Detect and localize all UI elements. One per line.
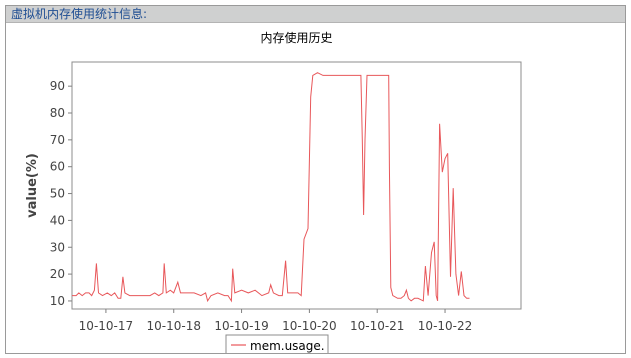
y-tick-label: 70 xyxy=(50,133,65,147)
x-tick-label: 10-10-21 xyxy=(350,319,404,333)
plot-area xyxy=(71,61,522,310)
x-tick-label: 10-10-20 xyxy=(282,319,336,333)
chart-container: 内存使用历史 10 20 30 40 50 60 70 80 90 10-10-17 10-10-18… xyxy=(6,23,625,356)
y-tick-label: 10 xyxy=(50,294,65,308)
y-tick-label: 30 xyxy=(50,240,65,254)
x-tick-label: 10-10-17 xyxy=(79,319,133,333)
y-tick-label: 80 xyxy=(50,106,65,120)
x-tick-label: 10-10-19 xyxy=(214,319,268,333)
legend-label: mem.usage. xyxy=(250,339,325,353)
y-tick-label: 40 xyxy=(50,213,65,227)
panel-title: 虚拟机内存使用统计信息: xyxy=(6,6,625,23)
y-tick-label: 60 xyxy=(50,160,65,174)
x-tick-label: 10-10-18 xyxy=(147,319,201,333)
y-tick-label: 90 xyxy=(50,79,65,93)
memory-stats-panel: 虚拟机内存使用统计信息: 内存使用历史 10 20 30 40 50 60 70 80 90 10-… xyxy=(5,5,626,356)
x-tick-label: 10-10-22 xyxy=(418,319,472,333)
chart-title: 内存使用历史 xyxy=(260,30,332,45)
y-tick-label: 20 xyxy=(50,267,65,281)
y-axis-label: value(%) xyxy=(25,153,40,218)
memory-history-chart: 内存使用历史 10 20 30 40 50 60 70 80 90 10-10-17 10-10-18… xyxy=(25,30,522,356)
y-tick-label: 50 xyxy=(50,187,65,201)
series-line-mem-usage xyxy=(72,72,470,303)
